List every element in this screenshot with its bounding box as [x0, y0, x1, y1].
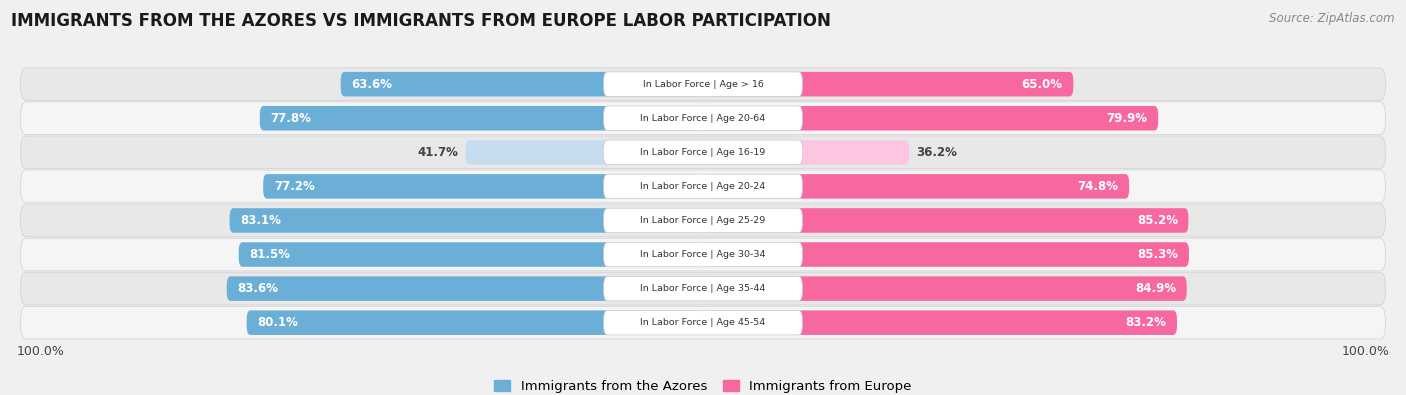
Text: 80.1%: 80.1%: [257, 316, 298, 329]
Text: 83.1%: 83.1%: [240, 214, 281, 227]
FancyBboxPatch shape: [703, 276, 1187, 301]
FancyBboxPatch shape: [703, 242, 1189, 267]
Text: 65.0%: 65.0%: [1022, 78, 1063, 91]
FancyBboxPatch shape: [226, 276, 703, 301]
FancyBboxPatch shape: [703, 174, 1129, 199]
Text: 81.5%: 81.5%: [249, 248, 290, 261]
FancyBboxPatch shape: [263, 174, 703, 199]
FancyBboxPatch shape: [21, 272, 1385, 305]
Text: In Labor Force | Age 16-19: In Labor Force | Age 16-19: [640, 148, 766, 157]
FancyBboxPatch shape: [239, 242, 703, 267]
FancyBboxPatch shape: [21, 204, 1385, 237]
Text: In Labor Force | Age 45-54: In Labor Force | Age 45-54: [640, 318, 766, 327]
Text: In Labor Force | Age > 16: In Labor Force | Age > 16: [643, 80, 763, 89]
FancyBboxPatch shape: [703, 72, 1073, 96]
FancyBboxPatch shape: [260, 106, 703, 130]
FancyBboxPatch shape: [340, 72, 703, 96]
FancyBboxPatch shape: [465, 140, 703, 165]
FancyBboxPatch shape: [703, 208, 1188, 233]
Text: In Labor Force | Age 35-44: In Labor Force | Age 35-44: [640, 284, 766, 293]
FancyBboxPatch shape: [603, 140, 803, 165]
Text: 77.8%: 77.8%: [270, 112, 311, 125]
FancyBboxPatch shape: [603, 276, 803, 301]
Text: 83.6%: 83.6%: [238, 282, 278, 295]
FancyBboxPatch shape: [603, 174, 803, 199]
FancyBboxPatch shape: [21, 170, 1385, 203]
FancyBboxPatch shape: [603, 106, 803, 130]
FancyBboxPatch shape: [703, 310, 1177, 335]
Text: 85.2%: 85.2%: [1137, 214, 1178, 227]
FancyBboxPatch shape: [603, 208, 803, 233]
FancyBboxPatch shape: [21, 238, 1385, 271]
Text: In Labor Force | Age 25-29: In Labor Force | Age 25-29: [640, 216, 766, 225]
Text: 83.2%: 83.2%: [1126, 316, 1167, 329]
FancyBboxPatch shape: [21, 102, 1385, 135]
FancyBboxPatch shape: [246, 310, 703, 335]
Legend: Immigrants from the Azores, Immigrants from Europe: Immigrants from the Azores, Immigrants f…: [495, 380, 911, 393]
Text: 74.8%: 74.8%: [1077, 180, 1119, 193]
FancyBboxPatch shape: [21, 68, 1385, 101]
Text: In Labor Force | Age 30-34: In Labor Force | Age 30-34: [640, 250, 766, 259]
FancyBboxPatch shape: [703, 106, 1159, 130]
Text: 36.2%: 36.2%: [915, 146, 956, 159]
FancyBboxPatch shape: [603, 242, 803, 267]
Text: 77.2%: 77.2%: [274, 180, 315, 193]
FancyBboxPatch shape: [603, 72, 803, 96]
FancyBboxPatch shape: [21, 306, 1385, 339]
Text: 41.7%: 41.7%: [418, 146, 458, 159]
FancyBboxPatch shape: [21, 136, 1385, 169]
Text: 79.9%: 79.9%: [1107, 112, 1147, 125]
Text: 63.6%: 63.6%: [352, 78, 392, 91]
FancyBboxPatch shape: [603, 310, 803, 335]
Text: IMMIGRANTS FROM THE AZORES VS IMMIGRANTS FROM EUROPE LABOR PARTICIPATION: IMMIGRANTS FROM THE AZORES VS IMMIGRANTS…: [11, 12, 831, 30]
Text: 85.3%: 85.3%: [1137, 248, 1178, 261]
Text: In Labor Force | Age 20-64: In Labor Force | Age 20-64: [640, 114, 766, 123]
Text: In Labor Force | Age 20-24: In Labor Force | Age 20-24: [640, 182, 766, 191]
FancyBboxPatch shape: [229, 208, 703, 233]
Text: Source: ZipAtlas.com: Source: ZipAtlas.com: [1270, 12, 1395, 25]
Text: 84.9%: 84.9%: [1135, 282, 1175, 295]
FancyBboxPatch shape: [703, 140, 910, 165]
